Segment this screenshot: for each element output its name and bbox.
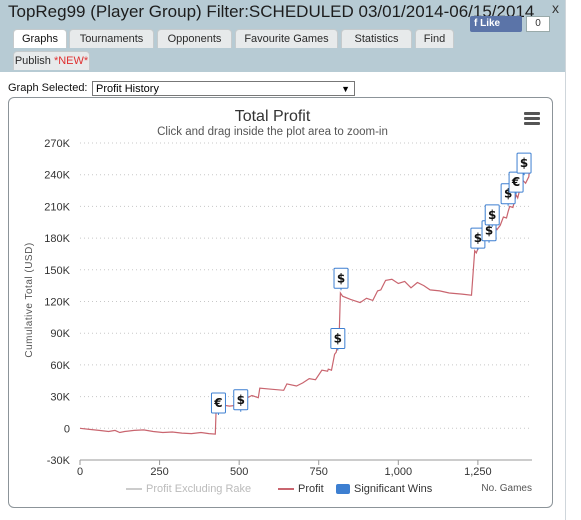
x-tick-label: 1,000 [385,466,413,478]
x-tick-label: 750 [310,466,328,478]
significant-win-flag-label: € [511,175,520,189]
legend-item-profit-ex-rake[interactable]: Profit Excluding Rake [126,483,251,495]
profit-chart[interactable]: -30K 0 30K 60K 90K 120K 150K 180K 210K 240K 270K 0… [0,0,565,520]
significant-win-flag-label: $ [474,231,482,245]
tab-tournaments[interactable]: Tournaments [69,29,154,48]
facebook-like-count: 0 [526,16,550,32]
y-tick-label: 30K [50,392,70,404]
graph-select-value: Profit History [96,83,159,95]
significant-win-marker[interactable]: $ [333,267,349,291]
x-tick-label: 0 [77,466,83,478]
y-tick-label: 120K [44,297,70,309]
chevron-down-icon: ▼ [341,84,350,94]
y-tick-label: 0 [64,423,70,435]
significant-win-marker[interactable]: $ [516,152,532,176]
y-tick-label: 90K [50,328,70,340]
significant-win-flag-label: $ [334,331,342,345]
legend-label-profit: Profit [298,483,324,495]
legend-label-significant-wins: Significant Wins [354,483,433,495]
x-tick-label: 500 [230,466,248,478]
chart-subtitle: Click and drag inside the plot area to z… [157,126,388,138]
chart-panel [8,97,553,508]
significant-win-flag-label: $ [488,208,496,222]
significant-win-flag-label: $ [520,156,528,170]
significant-win-marker[interactable]: $ [330,327,346,351]
y-tick-label: 180K [44,233,70,245]
window-header: TopReg99 (Player Group) Filter:SCHEDULED… [0,0,565,72]
y-tick-label: -30K [47,455,71,467]
player-group-window: TopReg99 (Player Group) Filter:SCHEDULED… [0,0,566,520]
tab-publish[interactable]: Publish *NEW* [13,51,90,70]
chart-menu-icon[interactable] [524,112,540,126]
significant-win-marker[interactable]: $ [470,227,486,251]
y-tick-label: 150K [44,265,70,277]
x-tick-label: 1,250 [464,466,492,478]
tab-favourite-games[interactable]: Favourite Games [235,29,338,48]
tab-statistics[interactable]: Statistics [341,29,412,48]
legend-item-significant-wins[interactable]: Significant Wins [336,483,432,495]
significant-win-flag-label: $ [337,271,345,285]
y-axis-label: Cumulative Total (USD) [24,242,35,357]
tab-find[interactable]: Find [415,29,454,48]
significant-win-flag-label: $ [504,187,512,201]
significant-win-flag-label: € [213,396,222,410]
new-badge: *NEW* [53,55,89,67]
legend-swatch-profit [278,488,294,491]
window-title: TopReg99 (Player Group) Filter:SCHEDULED… [8,2,535,21]
tab-publish-label: Publish [14,55,51,67]
y-tick-label: 270K [44,138,70,150]
facebook-like-label: Like [480,18,501,29]
graph-selected-label: Graph Selected: [8,82,88,94]
x-axis-label: No. Games [481,483,532,494]
close-icon[interactable]: x [552,0,559,16]
y-tick-label: 240K [44,170,70,182]
y-tick-label: 60K [50,360,70,372]
legend-label-profit-ex-rake: Profit Excluding Rake [146,483,252,495]
profit-line [79,164,531,435]
significant-win-marker[interactable]: $ [233,389,249,412]
x-tick-label: 250 [150,466,168,478]
significant-win-marker[interactable]: € [508,171,524,195]
legend-swatch-profit-ex-rake [126,488,142,491]
y-tick-label: 210K [44,201,70,213]
graph-select-dropdown[interactable]: Profit History ▼ [92,81,355,96]
significant-win-marker[interactable]: $ [484,204,500,227]
tab-opponents[interactable]: Opponents [157,29,232,48]
facebook-like-button[interactable]: f Like [470,16,522,32]
chart-title: Total Profit [234,108,311,125]
significant-win-flag-label: $ [485,224,493,238]
significant-win-marker[interactable]: € [210,392,226,415]
tab-graphs[interactable]: Graphs [13,29,67,48]
significant-win-flag-label: $ [237,393,245,407]
facebook-icon: f [474,18,481,29]
legend-item-profit[interactable]: Profit [278,483,324,495]
legend-swatch-significant-wins [336,484,350,495]
